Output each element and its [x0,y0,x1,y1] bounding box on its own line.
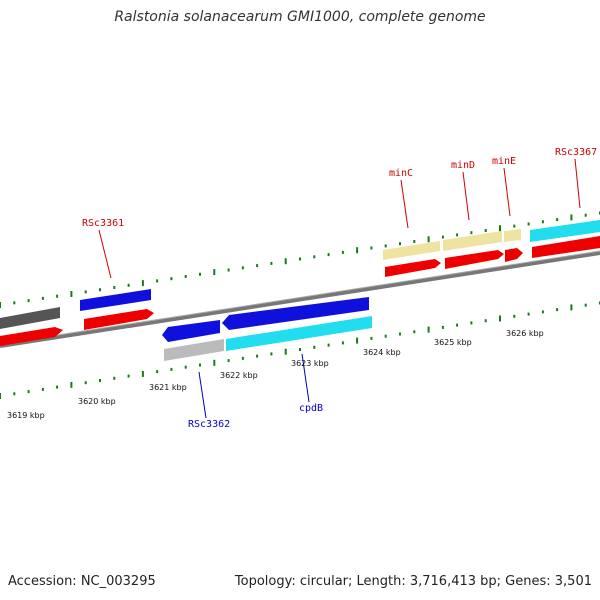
gene-label-minc: minC [389,168,413,179]
tick-label: 3621 kbp [149,383,187,392]
gene-label-rsc3362: RSc3362 [188,419,230,430]
gene-label-rsc3367: RSc3367 [555,147,597,158]
tick-row-upper [0,211,600,308]
gene-label-mine: minE [492,156,516,167]
tick-label: 3626 kbp [506,329,544,338]
cds-arrow [445,250,504,269]
cds-arrow [505,248,523,262]
tick-label: 3625 kbp [434,338,472,347]
tick-label: 3624 kbp [363,348,401,357]
leader-line [574,158,581,209]
gene-label-rsc3361: RSc3361 [82,218,124,229]
map-title: Ralstonia solanacearum GMI1000, complete… [114,9,486,25]
leader-line [503,167,511,217]
cds-arrow [0,327,63,346]
leader-line [462,171,470,221]
gene-tan-mine [504,229,521,242]
gene-tan-minc [383,241,440,260]
gene-dark [0,307,60,329]
gene-blue-reverse [162,320,220,342]
genome-backbone [0,251,600,348]
cds-arrow [385,259,441,277]
tick-label: 3620 kbp [78,397,116,406]
tick-label: 3622 kbp [220,371,258,380]
leader-line [198,371,207,419]
gene-label-mind: minD [451,160,475,171]
gene-blue-rsc3361 [80,289,151,311]
tick-row-lower [0,301,600,399]
gene-label-cpdb: cpdB [299,403,323,414]
accession-text: Accession: NC_003295 [8,574,156,589]
cds-arrow [532,236,600,258]
tick-label: 3623 kbp [291,359,329,368]
leader-line [98,229,112,279]
gene-tan-mind [443,231,502,251]
genome-backbone-highlight [0,250,600,345]
cds-arrow [84,309,154,330]
genome-summary-text: Topology: circular; Length: 3,716,413 bp… [234,574,592,589]
leader-line [400,179,409,229]
leader-line [301,353,310,403]
gene-cyan-cpdb [226,316,372,351]
gene-cyan-rsc3367 [530,220,600,242]
gene-blue-reverse-long [222,297,369,330]
tick-label: 3619 kbp [7,411,45,420]
gene-gray-rsc3362 [164,339,224,361]
